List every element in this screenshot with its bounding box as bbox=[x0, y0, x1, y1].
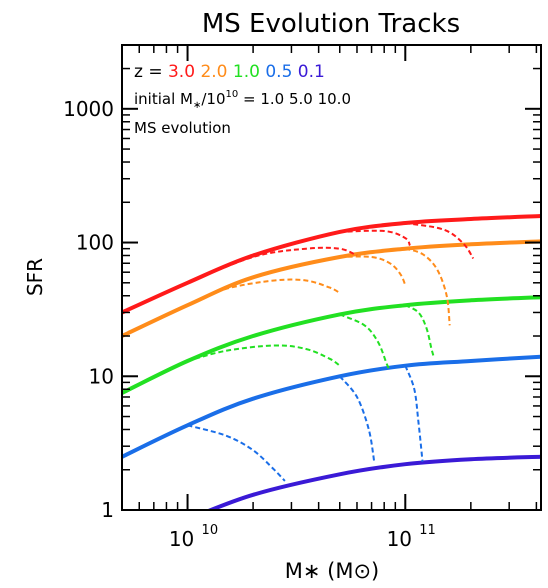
legend-z-entry: 3.0 bbox=[168, 62, 200, 82]
track-z0-5-m5-0 bbox=[338, 375, 376, 462]
track-z1-0-m5-0 bbox=[339, 313, 391, 372]
legend-mass-sup: 10 bbox=[226, 89, 239, 100]
legend-evolution-label: MS evolution bbox=[134, 119, 231, 137]
y-tick-label: 1000 bbox=[63, 97, 114, 121]
x-tick-exponent: 10 bbox=[202, 523, 219, 538]
track-z1-0-m10-0 bbox=[404, 304, 435, 357]
legend-z-entry: 2.0 bbox=[200, 62, 232, 82]
x-tick-exponent: 11 bbox=[419, 523, 436, 538]
y-tick-label: 1 bbox=[101, 498, 114, 522]
legend-mass-sub: ∗ bbox=[193, 100, 201, 111]
legend-mass-suffix: = 1.0 5.0 10.0 bbox=[238, 90, 351, 108]
chart-title: MS Evolution Tracks bbox=[202, 9, 460, 39]
axis-ticks: 1 10 100 1000 10 10 10 11 bbox=[63, 44, 541, 551]
track-z2-0-m5-0 bbox=[339, 255, 407, 286]
track-z3-0-m1-0 bbox=[187, 246, 358, 284]
legend-z-label: z = 3.0 2.0 1.0 0.5 0.1 bbox=[134, 62, 325, 82]
ms-line-z2-0 bbox=[122, 239, 541, 338]
track-z0-5-m10-0 bbox=[404, 365, 424, 462]
x-axis-label: M∗ (M⊙) bbox=[285, 559, 380, 583]
track-z3-0-m5-0 bbox=[339, 229, 411, 247]
x-axis-label-text: M∗ (M⊙) bbox=[285, 559, 380, 583]
legend-mass-mid: /10 bbox=[201, 90, 225, 108]
legend-z-entry: 0.5 bbox=[265, 62, 297, 82]
track-z1-0-m1-0 bbox=[187, 344, 341, 367]
y-axis-label: SFR bbox=[23, 258, 47, 296]
y-tick-label: 10 bbox=[89, 364, 114, 388]
track-z3-0-m10-0 bbox=[405, 222, 475, 260]
plot-frame bbox=[121, 44, 542, 511]
ms-line-z0-1 bbox=[205, 454, 541, 510]
track-z0-5-m1-0 bbox=[187, 424, 286, 482]
legend-z-prefix: z = bbox=[134, 62, 168, 82]
y-tick-label: 100 bbox=[76, 231, 114, 255]
main-sequence-lines bbox=[122, 214, 541, 510]
track-z2-0-m10-0 bbox=[405, 247, 451, 326]
x-tick-label: 10 bbox=[169, 527, 194, 551]
track-z2-0-m1-0 bbox=[187, 278, 341, 307]
legend-initial-mass: initial M∗/1010 = 1.0 5.0 10.0 bbox=[134, 89, 351, 111]
legend-z-entry: 0.1 bbox=[298, 62, 325, 82]
legend: z = 3.0 2.0 1.0 0.5 0.1 initial M∗/1010 … bbox=[134, 62, 351, 137]
legend-mass-prefix: initial M bbox=[134, 90, 193, 108]
legend-z-entry: 1.0 bbox=[233, 62, 265, 82]
x-tick-label: 10 bbox=[387, 527, 412, 551]
ms-line-z0-5 bbox=[122, 354, 541, 459]
evolution-track-lines bbox=[187, 222, 475, 482]
